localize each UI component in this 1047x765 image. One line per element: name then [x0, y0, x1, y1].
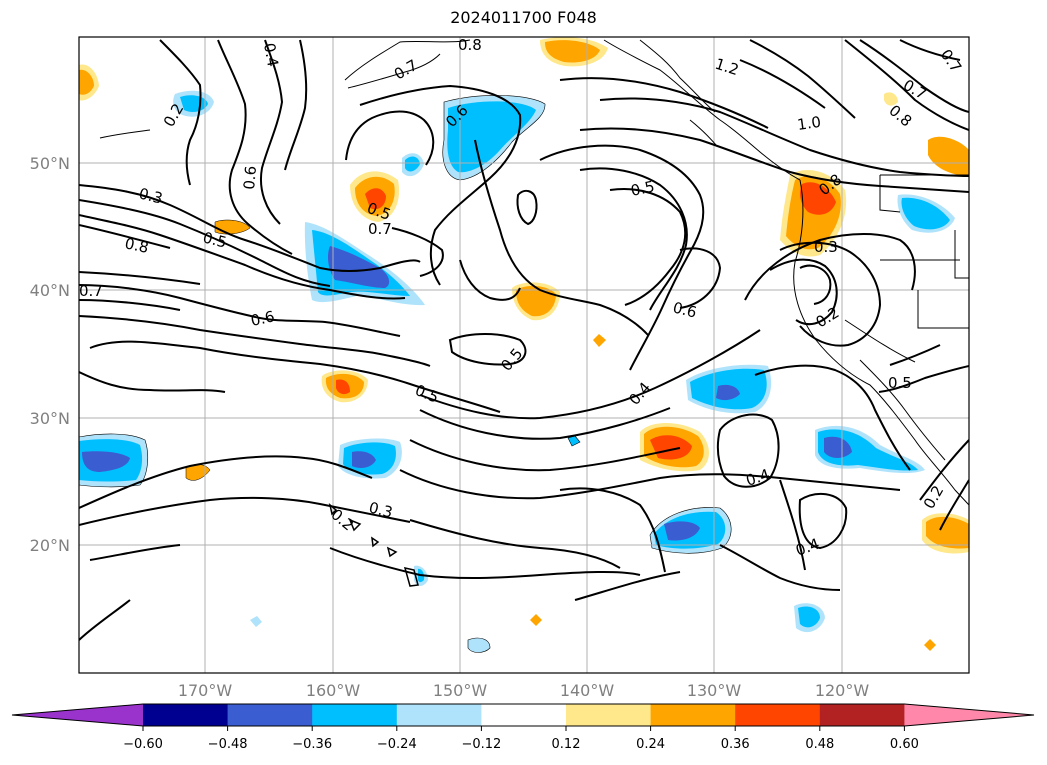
islands	[328, 503, 419, 587]
colorbar-extend-max	[904, 704, 1034, 726]
contour-label: 0.2	[920, 482, 948, 512]
contour-label: 0.3	[367, 498, 395, 521]
colorbar-swatch	[396, 704, 482, 726]
longitude-labels: 170°W 160°W 150°W 140°W 130°W 120°W	[178, 681, 870, 700]
contour-label: 0.5	[497, 345, 526, 375]
lat-label: 20°N	[30, 536, 70, 555]
colorbar-swatches	[11, 703, 1035, 727]
contour-label: 0.6	[240, 165, 260, 190]
contour-label: 0.8	[885, 101, 915, 130]
contour-label: 0.8	[123, 234, 150, 257]
colorbar-swatch	[735, 704, 821, 726]
colorbar-ticks: −0.60 −0.48 −0.36 −0.24 −0.12 0.12 0.24 0.36 0.4…	[123, 726, 919, 752]
lat-label: 40°N	[30, 281, 70, 300]
colorbar-swatch	[481, 704, 567, 726]
lon-label: 120°W	[815, 681, 870, 700]
contour-label: 0.6	[249, 307, 276, 330]
colorbar-tick-label: −0.12	[461, 737, 501, 752]
contour-label: 0.3	[137, 184, 165, 207]
contour-label: 0.5	[629, 177, 656, 200]
lat-label: 50°N	[30, 154, 70, 173]
map-plot-area: 0.8 1.2 0.7 0.4 0.2 0.6 0.6 0.3 0.5 0.7 …	[79, 36, 969, 673]
colorbar-swatch	[650, 704, 736, 726]
colorbar-swatch	[819, 704, 905, 726]
lon-label: 150°W	[433, 681, 488, 700]
contour-label: 0.7	[900, 76, 930, 104]
lon-label: 140°W	[560, 681, 615, 700]
plot-frame	[78, 36, 970, 674]
lon-label: 160°W	[306, 681, 361, 700]
latitude-labels: 50°N 40°N 30°N 20°N	[30, 154, 70, 555]
contour-label: 0.6	[671, 298, 699, 321]
contour-label: 0.7	[937, 46, 965, 76]
colorbar-swatch	[566, 704, 652, 726]
colorbar-swatch	[143, 704, 229, 726]
contour-label: 0.5	[888, 374, 912, 392]
contour-label: 1.2	[713, 55, 741, 79]
lat-label: 30°N	[30, 409, 70, 428]
contour-label: 0.7	[79, 282, 103, 300]
colorbar-swatch	[227, 704, 313, 726]
contour-lines	[79, 39, 969, 641]
colorbar-extend-min	[12, 704, 143, 726]
contour-label: 0.5	[201, 228, 229, 251]
colorbar-tick-label: −0.60	[123, 737, 163, 752]
contour-label: 0.7	[391, 56, 421, 84]
contour-label: 0.7	[368, 220, 392, 238]
colorbar-tick-label: 0.12	[552, 737, 581, 752]
contour-label: 0.4	[260, 42, 282, 69]
contour-label: 1.0	[796, 113, 822, 134]
contour-label: 0.2	[813, 303, 843, 331]
lon-label: 130°W	[687, 681, 742, 700]
colorbar-tick-label: −0.24	[377, 737, 417, 752]
contour-label: 0.3	[814, 238, 838, 256]
colorbar-tick-label: 0.24	[636, 737, 665, 752]
map-title: 2024011700 F048	[450, 8, 597, 27]
colorbar-tick-label: −0.36	[292, 737, 332, 752]
colorbar-tick-label: 0.60	[890, 737, 919, 752]
contour-label: 0.8	[458, 36, 482, 54]
contour-label: 0.4	[744, 465, 772, 489]
positive-anomaly-shading	[79, 37, 969, 651]
colorbar: −0.60 −0.48 −0.36 −0.24 −0.12 0.12 0.24 0.36 0.4…	[11, 703, 1035, 752]
lon-label: 170°W	[178, 681, 233, 700]
colorbar-swatch	[312, 704, 398, 726]
contour-label: 0.5	[413, 381, 442, 407]
contour-label: 0.4	[625, 379, 654, 409]
colorbar-tick-label: 0.48	[805, 737, 834, 752]
colorbar-tick-label: 0.36	[721, 737, 750, 752]
colorbar-tick-label: −0.48	[208, 737, 248, 752]
negative-anomaly-shading	[79, 90, 955, 653]
